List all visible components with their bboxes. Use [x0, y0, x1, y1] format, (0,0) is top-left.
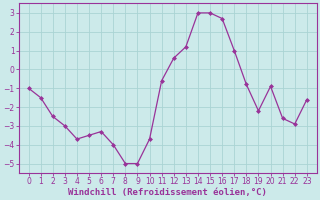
X-axis label: Windchill (Refroidissement éolien,°C): Windchill (Refroidissement éolien,°C) — [68, 188, 267, 197]
